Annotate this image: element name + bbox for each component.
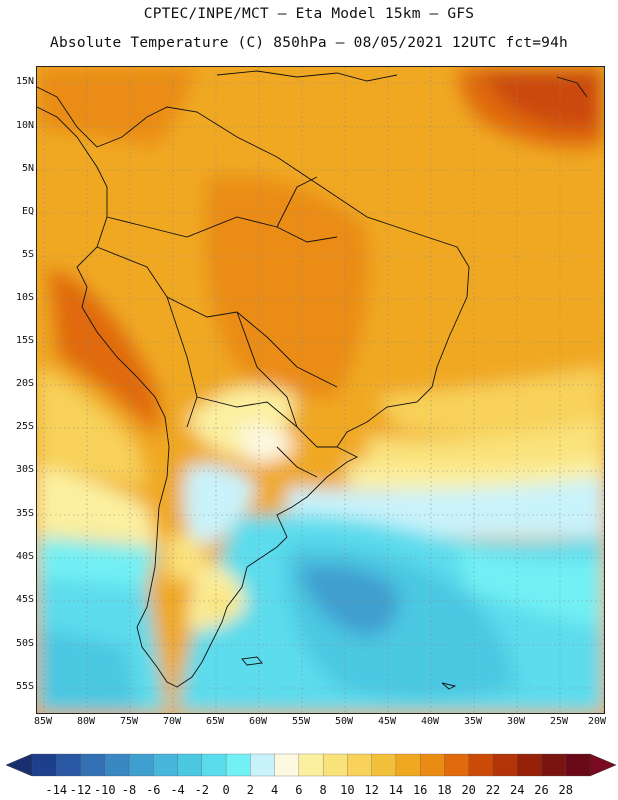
lat-label: 55S (15, 681, 34, 692)
colorbar-tick-label: 4 (270, 783, 279, 797)
colorbar-swatch (56, 753, 82, 777)
lat-label: 10N (15, 120, 34, 131)
lat-label: 40S (15, 551, 34, 562)
colorbar-tick-label: 6 (295, 783, 303, 797)
colorbar-swatch (274, 753, 300, 777)
colorbar-tick-label: 8 (319, 783, 327, 797)
colorbar-swatch (322, 753, 349, 777)
colorbar-swatch (177, 753, 203, 777)
coastline (37, 70, 588, 690)
lon-label: 20W (587, 716, 607, 727)
lon-label: 85W (33, 716, 53, 727)
colorbar-tick-label: 10 (340, 783, 355, 797)
temperature-map (36, 66, 605, 714)
lat-lon-grid (37, 67, 604, 713)
colorbar-swatch (298, 753, 324, 777)
lat-label: 30S (15, 464, 34, 475)
colorbar-swatch (201, 753, 227, 777)
colorbar-overflow (589, 753, 617, 777)
lat-label: 45S (15, 594, 34, 605)
lat-label: 5N (21, 163, 34, 174)
colorbar-tick-label: 24 (509, 783, 525, 797)
lon-label: 60W (248, 716, 268, 727)
chart-title: CPTEC/INPE/MCT – Eta Model 15km – GFS (143, 6, 475, 22)
colorbar (5, 753, 617, 777)
colorbar-tick-label: 26 (534, 783, 549, 797)
lon-label: 65W (205, 716, 225, 727)
colorbar-tick-label: 22 (485, 783, 501, 797)
lon-label: 25W (549, 716, 569, 727)
lat-label: EQ (21, 206, 34, 217)
lon-label: 30W (506, 716, 526, 727)
colorbar-swatch (371, 753, 397, 777)
colorbar-tick-label: -10 (93, 783, 116, 797)
colorbar-tick-label: 12 (364, 783, 379, 797)
colorbar-swatch (225, 753, 251, 777)
chart-subtitle: Absolute Temperature (C) 850hPa – 08/05/… (50, 35, 568, 51)
colorbar-swatch (468, 753, 494, 777)
lat-label: 5S (21, 249, 34, 260)
colorbar-tick-label: -2 (194, 783, 210, 797)
colorbar-swatch (80, 753, 106, 777)
temperature-field (37, 67, 604, 713)
colorbar-swatch (395, 753, 421, 777)
lon-label: 80W (76, 716, 96, 727)
colorbar-tick-label: -12 (69, 783, 92, 797)
colorbar-underflow (5, 753, 33, 777)
lat-label: 15N (15, 76, 34, 87)
lat-label: 25S (15, 421, 34, 432)
colorbar-tick-label: 14 (388, 783, 404, 797)
colorbar-swatch (517, 753, 543, 777)
colorbar-tick-label: 0 (222, 783, 230, 797)
colorbar-swatch (347, 753, 373, 777)
lon-label: 40W (420, 716, 440, 727)
colorbar-tick-label: 18 (437, 783, 452, 797)
colorbar-swatch (250, 753, 276, 777)
colorbar-swatch (128, 753, 154, 777)
colorbar-swatch (444, 753, 470, 777)
colorbar-tick-label: 20 (461, 783, 476, 797)
lat-label: 15S (15, 335, 34, 346)
colorbar-swatch (104, 753, 130, 777)
colorbar-swatch (31, 753, 57, 777)
lat-label: 35S (15, 508, 34, 519)
lon-label: 35W (463, 716, 483, 727)
colorbar-tick-label: -8 (121, 783, 137, 797)
lat-label: 20S (15, 378, 34, 389)
lon-label: 50W (334, 716, 354, 727)
lon-label: 70W (162, 716, 182, 727)
colorbar-swatch (153, 753, 179, 777)
lon-label: 75W (119, 716, 139, 727)
colorbar-tick-label: -4 (170, 783, 185, 797)
colorbar-tick-label: -14 (45, 783, 68, 797)
colorbar-swatch (541, 753, 567, 777)
colorbar-swatch (492, 753, 518, 777)
colorbar-swatch (420, 753, 446, 777)
colorbar-tick-label: 28 (558, 783, 573, 797)
lat-label: 10S (15, 292, 34, 303)
colorbar-tick-label: 16 (412, 783, 428, 797)
lon-label: 55W (291, 716, 311, 727)
lat-label: 50S (15, 638, 34, 649)
colorbar-swatch (565, 753, 591, 777)
colorbar-tick-label: -6 (146, 783, 161, 797)
lon-label: 45W (377, 716, 397, 727)
colorbar-tick-label: 2 (246, 783, 254, 797)
